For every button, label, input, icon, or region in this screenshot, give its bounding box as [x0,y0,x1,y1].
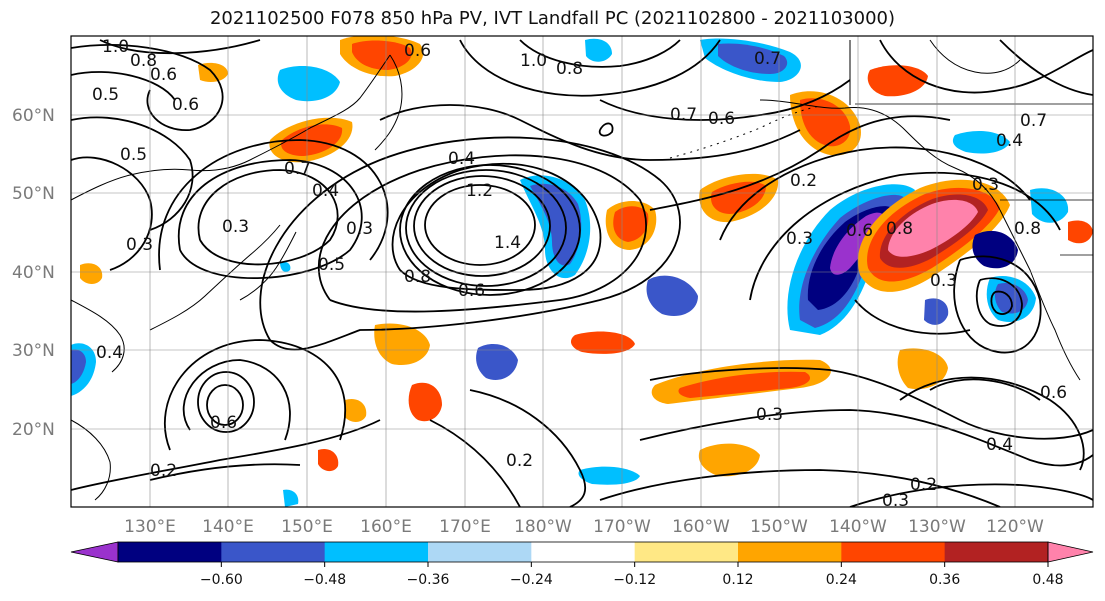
contour-label: 0.5 [318,255,345,275]
contour-label: 0.8 [404,267,431,287]
latitude-labels: 60°N 50°N 40°N 30°N 20°N [12,106,55,440]
contour-label: 0.4 [96,343,123,363]
contour-label: 0.8 [886,219,913,239]
lat-label-30n: 30°N [12,341,55,361]
colorbar-segment [841,542,946,562]
contour-label: 0.5 [120,145,147,165]
contour-label: 0.7 [284,159,311,179]
contour-label: 0.8 [556,59,583,79]
contour-label: 0.3 [222,217,249,237]
contour-label: 0.3 [126,235,153,255]
lon-label: 140°W [829,517,887,537]
colorbar-tick-label: 0.48 [1032,572,1063,588]
colorbar-segments [70,541,1094,563]
contour-label: 0.6 [172,95,199,115]
lon-label: 130°E [124,517,176,537]
contour-label: 1.2 [466,181,493,201]
lon-label: 120°W [986,517,1044,537]
lon-label: 140°E [202,517,254,537]
colorbar-segment [428,542,532,562]
lon-label: 160°E [360,517,412,537]
contour-label: 0.2 [150,461,177,481]
colorbar-segment [531,542,636,562]
colorbar-extend-max [1047,541,1094,563]
coastlines [71,39,1093,501]
contour-label: 0.2 [790,171,817,191]
contour-label: 0.2 [506,451,533,471]
contour-label: 0.7 [670,105,697,125]
contour-label: 1.4 [494,233,521,253]
colorbar-tick-label: 0.12 [722,572,753,588]
contour-label: 0.6 [404,41,431,61]
contour-labels: 1.0 0.8 0.6 0.6 0.7 0.6 0.5 0.5 0.4 0.4 … [92,37,1067,511]
colorbar-ticks: −0.60 −0.48 −0.36 −0.24 −0.12 0.12 0.24 0.36 0.4… [200,562,1064,588]
colorbar-extend-min [70,541,119,563]
lon-label: 150°W [750,517,808,537]
contour-label: 0.8 [1014,219,1041,239]
colorbar-segment [944,542,1049,562]
contour-label: 0.6 [458,281,485,301]
contour-label: 0.8 [130,51,157,71]
map-panel: 1.0 0.8 0.6 0.6 0.7 0.6 0.5 0.5 0.4 0.4 … [71,36,1093,511]
lat-label-50n: 50°N [12,184,55,204]
map-frame [70,35,1094,508]
lon-label: 170°W [593,517,651,537]
lon-label: 130°W [908,517,966,537]
contour-label: 0.4 [986,435,1013,455]
lat-label-20n: 20°N [12,420,55,440]
colorbar-segment [738,542,842,562]
contour-label: 0.6 [150,65,177,85]
colorbar-segment [221,542,326,562]
contour-label: 1.0 [520,51,547,71]
contour-label: 0.3 [972,175,999,195]
contour-label: 0.4 [312,181,339,201]
lat-label-60n: 60°N [12,106,55,126]
colorbar-tick-label: −0.60 [200,572,243,588]
contour-label: 0.3 [346,219,373,239]
contour-label: 0.6 [846,221,873,241]
contour-label: 0.7 [754,49,781,69]
colorbar-segment [634,542,739,562]
gridlines [71,36,1093,507]
lon-label: 170°E [439,517,491,537]
contour-label: 0.3 [930,271,957,291]
contour-label: 0.6 [708,109,735,129]
colorbar-frame [117,541,1049,563]
contour-label: 0.4 [448,149,475,169]
colorbar-tick-label: −0.24 [510,572,553,588]
contour-label: 1.0 [102,37,129,57]
lat-label-40n: 40°N [12,263,55,283]
lon-label: 160°W [672,517,730,537]
colorbar-segment [118,542,222,562]
colorbar-tick-label: −0.12 [613,572,656,588]
contour-label: 0.3 [786,229,813,249]
colorbar: −0.60 −0.48 −0.36 −0.24 −0.12 0.12 0.24 0.36 0.4… [70,541,1094,588]
colorbar-tick-label: −0.48 [303,572,346,588]
contour-label: 0.4 [996,131,1023,151]
contour-label: 0.6 [210,413,237,433]
map-title: 2021102500 F078 850 hPa PV, IVT Landfall… [209,8,896,29]
contour-label: 0.3 [882,491,909,511]
colorbar-tick-label: 0.24 [826,572,857,588]
colorbar-segment [324,542,429,562]
colorbar-tick-label: −0.36 [407,572,450,588]
longitude-labels: 130°E 140°E 150°E 160°E 170°E 180°W 170°… [124,517,1044,537]
contour-label: 0.7 [1020,111,1047,131]
contour-label: 0.2 [910,475,937,495]
lon-label: 180°W [514,517,572,537]
contour-label: 0.5 [92,85,119,105]
pv-contours [71,39,1093,507]
contour-label: 0.6 [1040,383,1067,403]
colorbar-tick-label: 0.36 [929,572,960,588]
contour-label: 0.3 [756,405,783,425]
lon-label: 150°E [281,517,333,537]
